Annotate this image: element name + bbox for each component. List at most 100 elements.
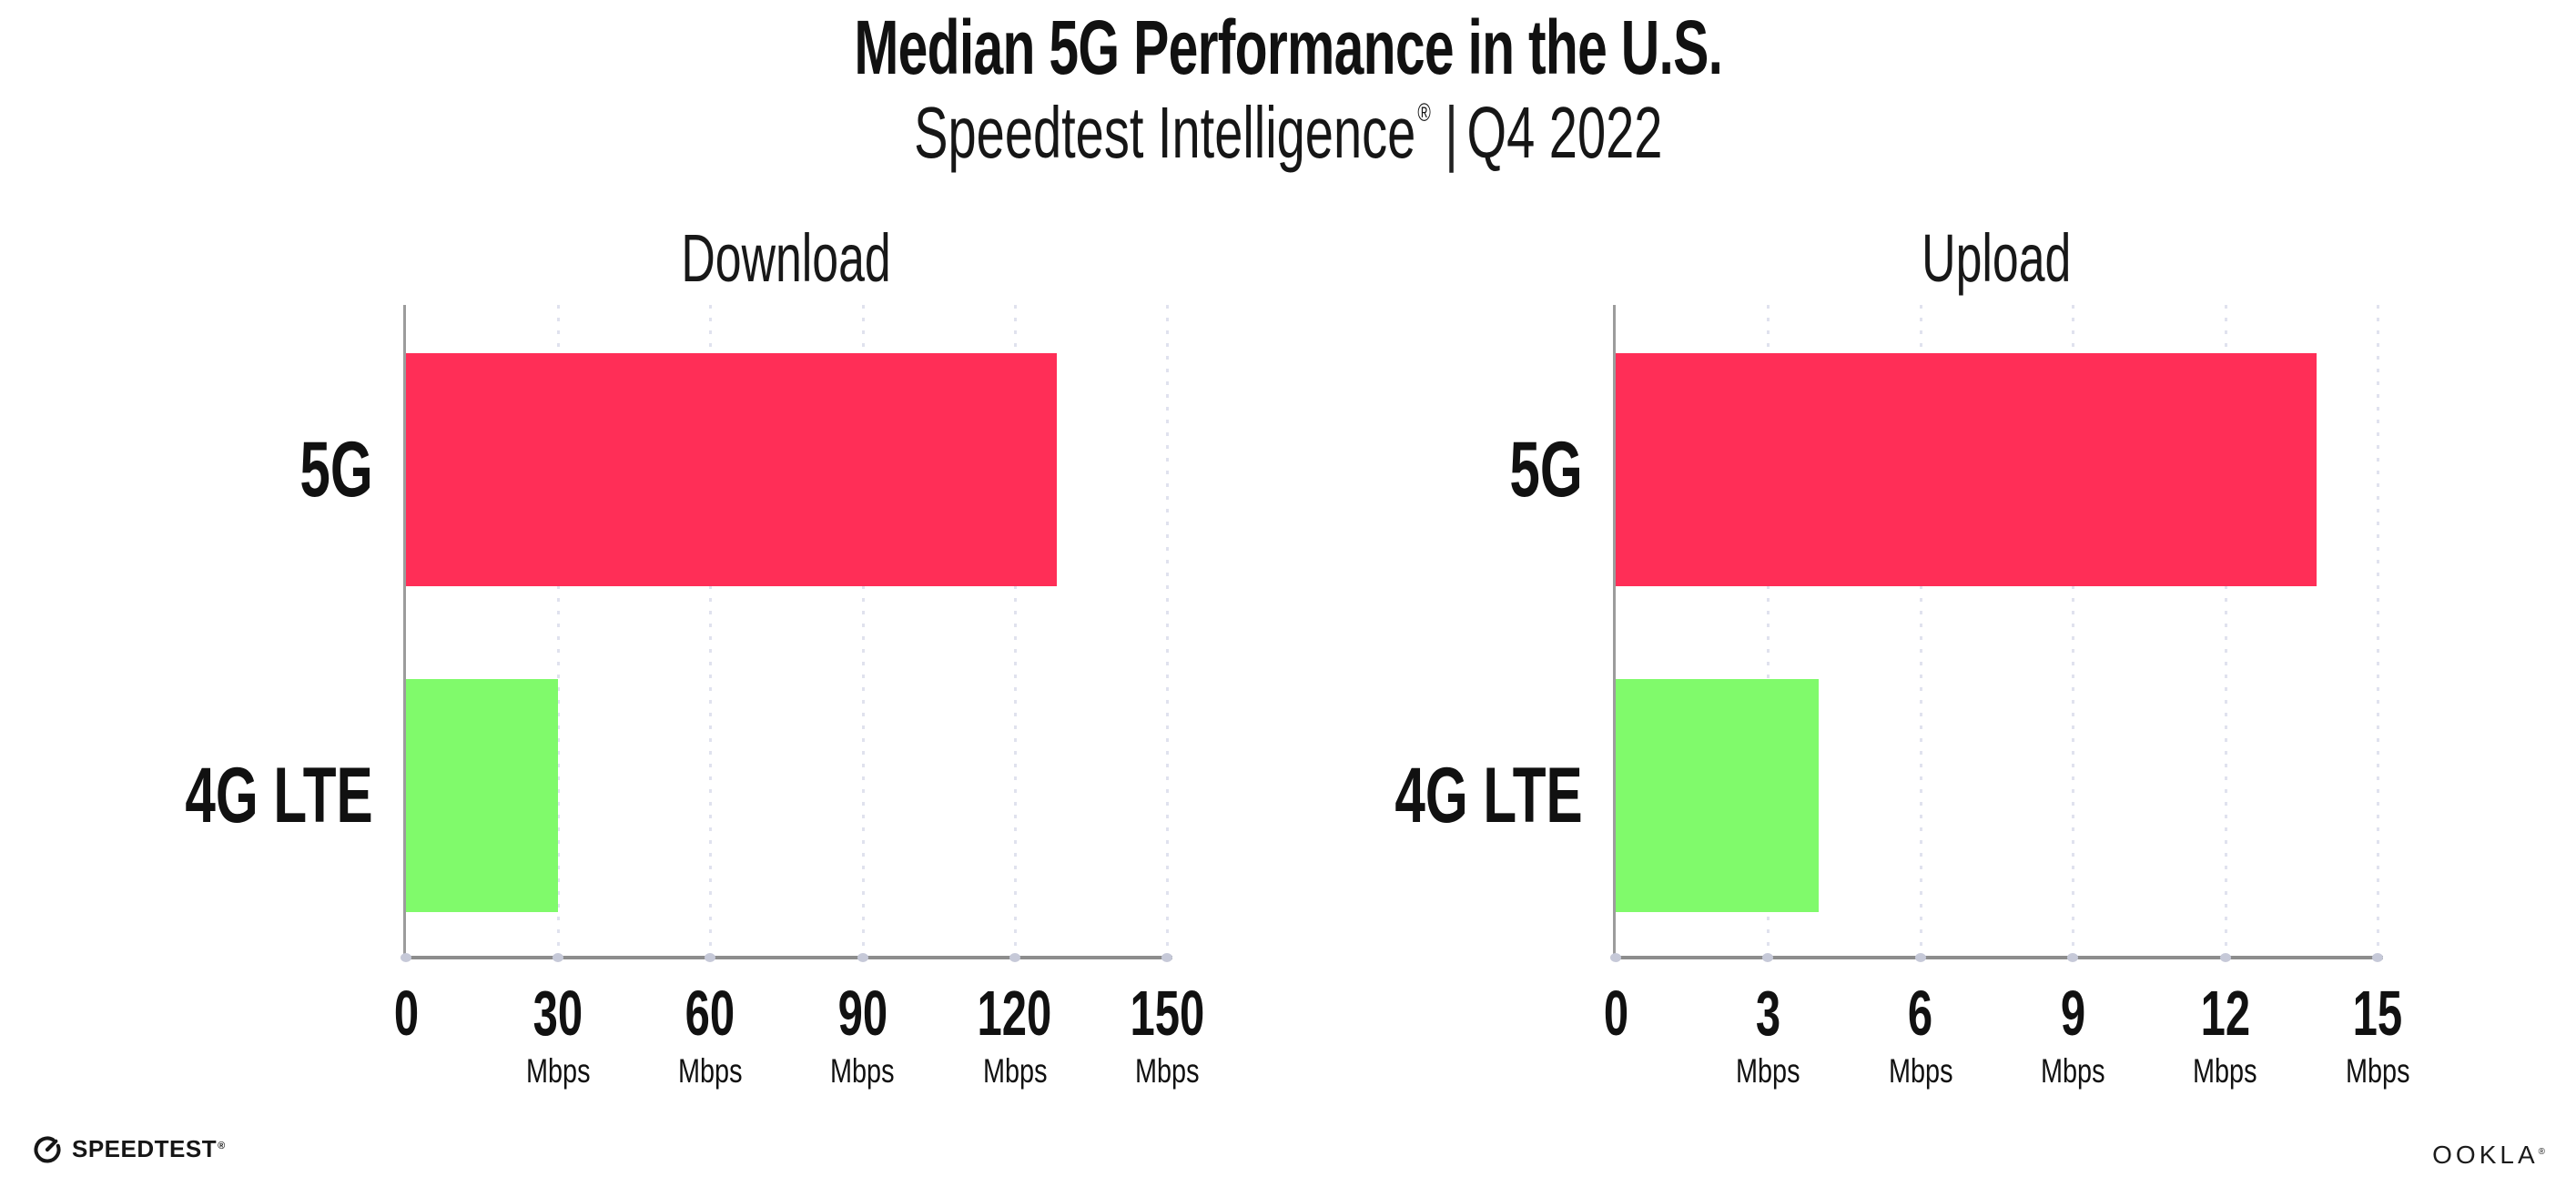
category-label-5g: 5G: [1037, 431, 1583, 509]
x-tick-unit: Mbps: [573, 1054, 847, 1088]
x-tick-value-text: 12: [2200, 978, 2250, 1049]
x-tick-unit-text: Mbps: [2040, 1052, 2105, 1090]
subtitle-brand: Speedtest Intelligence: [913, 92, 1415, 173]
x-tick-value-text: 60: [685, 978, 735, 1049]
x-tick-unit-text: Mbps: [982, 1052, 1048, 1090]
x-tick-unit-text: Mbps: [1888, 1052, 1953, 1090]
x-tick-unit-text: Mbps: [525, 1052, 591, 1090]
axis-tick-dot: [2067, 953, 2079, 962]
ookla-logo: OOKLA®: [2432, 1142, 2545, 1168]
axis-tick-dot: [2372, 953, 2383, 962]
category-label-text: 4G LTE: [185, 752, 373, 839]
subtitle-period: Q4 2022: [1466, 92, 1663, 173]
gridline: [1166, 305, 1169, 959]
x-tick-unit-text: Mbps: [830, 1052, 895, 1090]
bar-5g: [406, 353, 1058, 586]
axis-tick-dot: [1161, 953, 1172, 962]
x-tick-unit-text: Mbps: [1134, 1052, 1200, 1090]
bar-4g-lte: [1616, 679, 1820, 912]
gridline: [2072, 305, 2075, 959]
axis-tick-dot: [1914, 953, 1926, 962]
page-title: Median 5G Performance in the U.S.: [0, 9, 2576, 86]
panel-title-text: Upload: [1922, 220, 2072, 296]
x-tick-value-text: 9: [2060, 978, 2085, 1049]
x-tick-unit-text: Mbps: [678, 1052, 743, 1090]
ookla-trademark-mark: ®: [2538, 1147, 2545, 1157]
x-tick-unit: Mbps: [1784, 1054, 2057, 1088]
x-tick-value-text: 90: [837, 978, 887, 1049]
panel-title-text: Download: [681, 220, 892, 296]
axis-tick-dot: [401, 953, 411, 962]
x-tick-value: 0: [269, 981, 543, 1045]
x-tick-value: 150: [1030, 981, 1303, 1045]
category-label-4g-lte: 4G LTE: [0, 756, 373, 835]
speedtest-label: SPEEDTEST: [72, 1135, 218, 1162]
axis-tick-dot: [2219, 953, 2231, 962]
gridline: [2377, 305, 2379, 959]
x-tick-unit: Mbps: [726, 1054, 999, 1088]
speedtest-trademark-mark: ®: [218, 1141, 226, 1151]
x-tick-value: 30: [421, 981, 695, 1045]
speedtest-logo: SPEEDTEST®: [33, 1134, 225, 1163]
x-tick-unit: Mbps: [878, 1054, 1151, 1088]
axis-tick-dot: [857, 953, 868, 962]
ookla-label: OOKLA: [2432, 1141, 2539, 1169]
category-label-4g-lte: 4G LTE: [1037, 756, 1583, 835]
x-tick-value-text: 30: [532, 978, 583, 1049]
page-title-text: Median 5G Performance in the U.S.: [854, 5, 1723, 90]
x-tick-value-text: 6: [1908, 978, 1933, 1049]
x-tick-value: 15: [2241, 981, 2514, 1045]
x-tick-value: 120: [878, 981, 1151, 1045]
speedtest-wordmark: SPEEDTEST®: [72, 1137, 225, 1161]
subtitle-separator: |: [1444, 92, 1458, 173]
x-tick-unit: Mbps: [1936, 1054, 2209, 1088]
bar-5g: [1616, 353, 2317, 586]
speedtest-gauge-icon: [34, 1136, 61, 1163]
gridline: [557, 305, 561, 959]
x-axis-tick-labels: 0 30 Mbps 60 Mbps 90 Mbps 120 Mbps 150 Mbps: [393, 978, 1203, 1118]
axis-tick-dot: [1009, 953, 1020, 962]
gridline: [1919, 305, 1922, 959]
x-tick-unit: Mbps: [1631, 1054, 1904, 1088]
x-tick-value: 12: [2089, 981, 2362, 1045]
category-label-text: 5G: [1509, 426, 1583, 513]
x-tick-value: 6: [1784, 981, 2057, 1045]
page-subtitle: Speedtest Intelligence® | Q4 2022: [0, 96, 2576, 169]
axis-tick-dot: [1610, 953, 1621, 962]
x-tick-unit: Mbps: [1030, 1054, 1303, 1088]
x-tick-value: 9: [1936, 981, 2209, 1045]
upload-chart-plot: Upload 0 3 Mbps 6 Mbps 9 Mbps 12 Mbps 15 Mbps 5G 4G L…: [1395, 225, 2410, 1089]
axis-tick-dot: [1762, 953, 1774, 962]
x-tick-unit-text: Mbps: [1736, 1052, 1800, 1090]
category-label-text: 5G: [299, 426, 373, 513]
x-tick-value-text: 120: [977, 978, 1052, 1049]
x-tick-value-text: 15: [2352, 978, 2403, 1049]
category-label-5g: 5G: [0, 431, 373, 509]
panel-title: Upload: [1451, 225, 2543, 292]
x-tick-unit: Mbps: [421, 1054, 695, 1088]
gridline: [861, 305, 865, 959]
x-tick-value: 0: [1479, 981, 1752, 1045]
x-tick-value: 3: [1631, 981, 1904, 1045]
download-chart-plot: Download 0 30 Mbps 60 Mbps 90 Mbps 120 Mbps 150 Mbp…: [186, 225, 1204, 1089]
x-tick-value-text: 3: [1755, 978, 1781, 1049]
axis-tick-dot: [705, 953, 716, 962]
gridline: [1013, 305, 1017, 959]
bar-4g-lte: [406, 679, 559, 912]
x-axis-tick-labels: 0 3 Mbps 6 Mbps 9 Mbps 12 Mbps 15 Mbps: [1603, 981, 2409, 1118]
panel-title: Download: [240, 225, 1333, 292]
x-tick-unit: Mbps: [2089, 1054, 2362, 1088]
axis-tick-dot: [553, 953, 564, 962]
page-subtitle-text: Speedtest Intelligence® | Q4 2022: [914, 96, 1662, 169]
x-tick-unit-text: Mbps: [2193, 1052, 2257, 1090]
gridline: [2224, 305, 2227, 959]
x-tick-value: 90: [726, 981, 999, 1045]
gridline: [709, 305, 713, 959]
x-tick-unit: Mbps: [2241, 1054, 2514, 1088]
category-label-text: 4G LTE: [1394, 752, 1583, 839]
x-tick-value-text: 0: [1603, 978, 1628, 1049]
gridline: [1767, 305, 1770, 959]
registered-trademark-mark: ®: [1417, 98, 1431, 127]
x-tick-value-text: 0: [393, 978, 419, 1049]
